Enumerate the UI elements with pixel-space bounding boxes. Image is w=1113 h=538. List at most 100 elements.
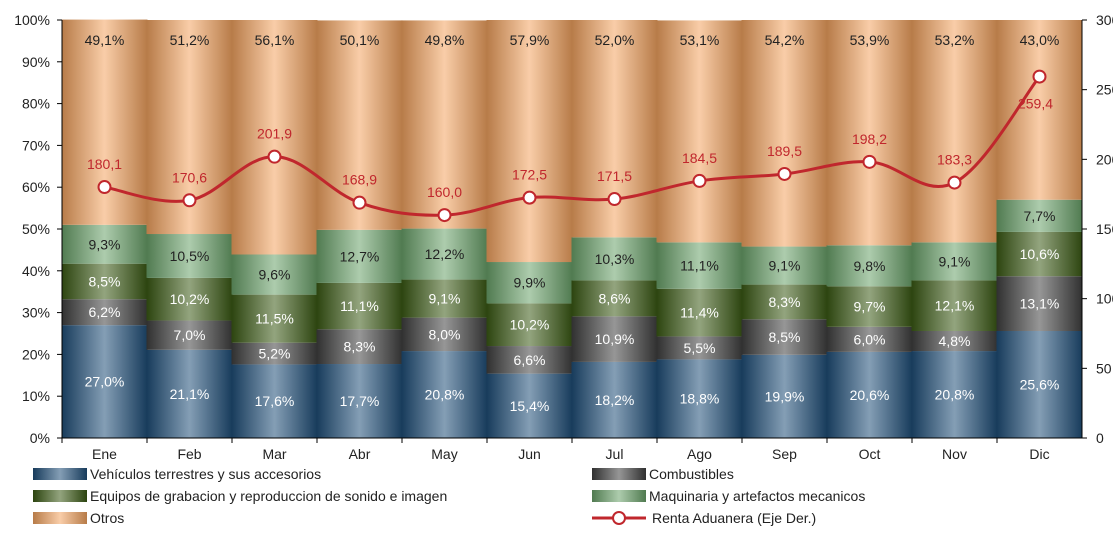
- bar-segment: [996, 199, 1083, 232]
- renta-aduanera-line: [104, 75, 1041, 217]
- data-label: 19,9%: [765, 388, 805, 404]
- bar-segment: [61, 224, 148, 264]
- data-label: 8,5%: [89, 273, 121, 289]
- line-data-label: 168,9: [342, 172, 377, 188]
- renta-aduanera-point: [777, 166, 792, 181]
- data-label: 53,1%: [680, 32, 720, 48]
- axes-layer: 0% 10% 20% 30% 40% 50% 60% 70% 80% 90% 100% 0 50 100 1…: [14, 12, 1113, 462]
- line-data-label: 189,5: [767, 143, 802, 159]
- bar-segment: [826, 351, 913, 438]
- legend-label: Maquinaria y artefactos mecanicos: [649, 488, 865, 504]
- bar-segment: [61, 263, 148, 300]
- data-label: 12,7%: [340, 248, 380, 264]
- renta-aduanera-point: [352, 195, 367, 210]
- data-label: 6,0%: [854, 331, 886, 347]
- data-label: 9,1%: [939, 253, 971, 269]
- bar-segment: [826, 20, 913, 246]
- bar-segment: [571, 280, 658, 317]
- bar-segment: [826, 326, 913, 352]
- left-tick-label: 10%: [22, 388, 50, 404]
- bar-segment: [486, 303, 573, 347]
- data-label: 17,6%: [255, 393, 295, 409]
- bar-segment: [231, 20, 318, 255]
- data-label: 57,9%: [510, 32, 550, 48]
- bar-segment: [146, 277, 233, 321]
- line-data-label: 171,5: [597, 168, 632, 184]
- bar-segment: [486, 373, 573, 438]
- bar-segment: [996, 20, 1083, 200]
- bar-segment: [741, 319, 828, 355]
- data-label: 8,3%: [769, 294, 801, 310]
- x-tick-label: Dic: [1029, 446, 1049, 462]
- x-tick-label: May: [431, 446, 457, 462]
- x-tick-label: Jun: [518, 446, 541, 462]
- line-data-label: 201,9: [257, 126, 292, 142]
- left-tick-label: 80%: [22, 96, 50, 112]
- renta-aduanera-point: [607, 192, 622, 207]
- line-data-label: 172,5: [512, 167, 547, 183]
- data-label: 17,7%: [340, 393, 380, 409]
- bar-segment: [911, 280, 998, 331]
- legend-swatch: [33, 512, 87, 524]
- data-label: 18,8%: [680, 391, 720, 407]
- bar-segment: [741, 246, 828, 285]
- bar-segment: [146, 234, 233, 278]
- renta-aduanera-point: [437, 208, 452, 223]
- data-label: 12,1%: [935, 298, 975, 314]
- data-label: 11,1%: [680, 258, 719, 274]
- bar-segment: [656, 336, 743, 360]
- bar-segment: [486, 346, 573, 374]
- right-tick-label: 0: [1096, 430, 1104, 446]
- data-label: 10,6%: [1020, 246, 1060, 262]
- right-tick-label: 100: [1096, 291, 1113, 307]
- data-label: 9,6%: [259, 267, 291, 283]
- renta-aduanera-point: [97, 180, 112, 195]
- data-label: 20,6%: [850, 387, 890, 403]
- data-label: 20,8%: [935, 387, 975, 403]
- data-label: 7,7%: [1024, 208, 1056, 224]
- line-data-label: 180,1: [87, 156, 122, 172]
- bar-segment: [316, 364, 403, 438]
- right-tick-label: 200: [1096, 151, 1113, 167]
- data-label: 10,2%: [510, 317, 550, 333]
- bar-segment: [401, 351, 488, 438]
- data-label: 8,6%: [599, 290, 631, 306]
- data-label: 49,8%: [425, 32, 465, 48]
- line-data-label: 198,2: [852, 131, 887, 147]
- data-label: 8,3%: [344, 339, 376, 355]
- left-tick-label: 50%: [22, 221, 50, 237]
- line-data-label: 183,3: [937, 152, 972, 168]
- bar-segment: [231, 254, 318, 295]
- data-label: 10,2%: [170, 291, 210, 307]
- data-label: 56,1%: [255, 32, 295, 48]
- bar-segment: [316, 229, 403, 283]
- bar-segment: [571, 361, 658, 438]
- right-tick-label: 250: [1096, 82, 1113, 98]
- data-label: 43,0%: [1020, 32, 1060, 48]
- bar-segment: [656, 242, 743, 289]
- bar-segment: [911, 351, 998, 438]
- data-label: 53,2%: [935, 32, 975, 48]
- legend-swatch: [592, 490, 646, 502]
- renta-aduanera-point: [692, 173, 707, 188]
- bar-segment: [231, 294, 318, 343]
- data-label: 11,4%: [680, 305, 719, 321]
- legend-label: Combustibles: [649, 466, 734, 482]
- renta-aduanera-point: [1032, 69, 1047, 84]
- data-label: 12,2%: [425, 246, 465, 262]
- bar-segment: [486, 262, 573, 304]
- right-tick-label: 50: [1096, 360, 1112, 376]
- bar-segment: [401, 228, 488, 280]
- data-label: 7,0%: [174, 327, 206, 343]
- data-label: 27,0%: [85, 374, 125, 390]
- left-tick-label: 0%: [30, 430, 50, 446]
- legend-label: Otros: [90, 510, 124, 526]
- data-label: 6,2%: [89, 304, 121, 320]
- legend-label: Equipos de grabacion y reproduccion de s…: [90, 488, 447, 504]
- data-label: 5,2%: [259, 346, 291, 362]
- data-label: 9,8%: [854, 258, 886, 274]
- data-label: 50,1%: [340, 32, 380, 48]
- legend-swatch: [33, 490, 87, 502]
